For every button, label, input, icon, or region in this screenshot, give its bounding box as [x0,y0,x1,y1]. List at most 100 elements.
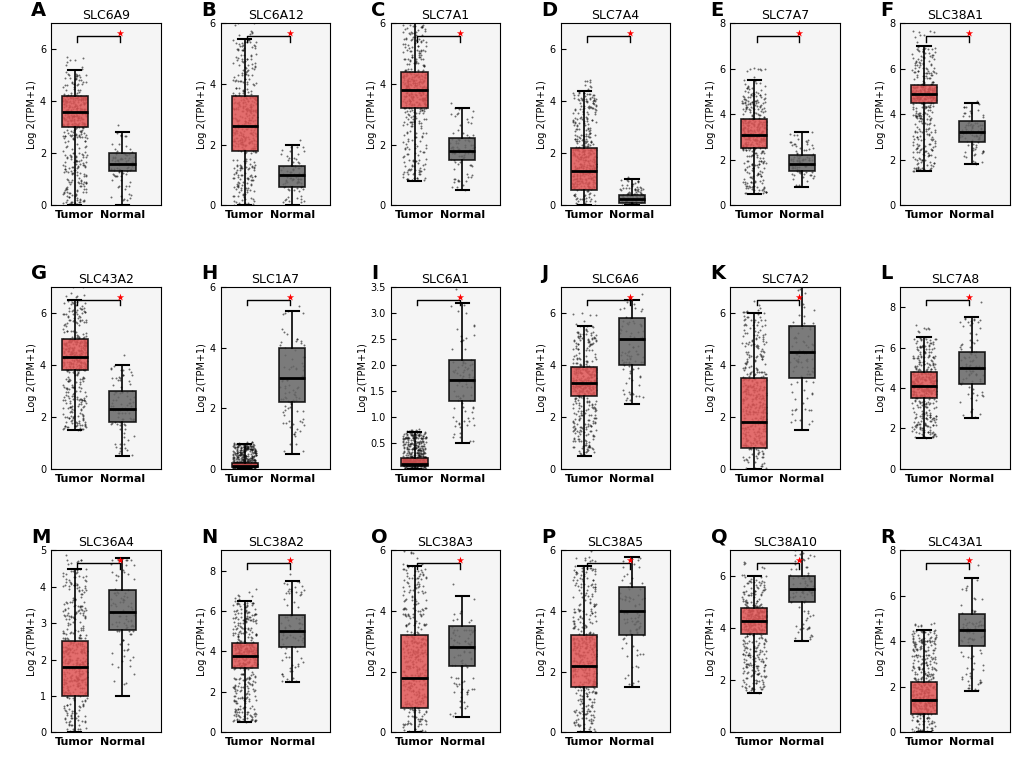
Point [735,310,751,323]
Point [248,693,264,706]
Point [76,340,93,352]
Point [574,405,590,418]
Point [744,437,760,449]
Point [754,125,770,137]
Point [576,154,592,167]
Point [238,172,255,185]
Point [924,337,941,349]
Point [65,361,82,373]
Point [237,657,254,670]
Point [748,601,764,614]
Point [581,440,597,453]
Point [571,140,587,153]
Point [582,609,598,622]
Point [248,643,264,656]
Point [415,449,431,462]
Point [566,663,582,675]
Point [66,346,83,358]
Point [76,106,93,118]
Point [974,619,990,631]
Point [65,411,82,424]
Point [573,94,589,107]
Point [239,657,256,670]
Point [914,80,930,93]
Point [739,125,755,137]
Point [908,382,924,395]
Point [247,142,263,154]
Point [447,390,464,402]
Point [624,386,640,399]
Point [238,442,255,455]
Point [282,619,299,632]
Point [921,79,937,91]
Point [954,650,970,662]
Point [960,682,976,694]
Point [409,636,425,649]
Point [753,437,769,449]
Point [906,692,922,704]
Point [954,127,970,139]
Point [247,714,263,727]
Point [745,615,761,628]
Point [294,634,311,647]
Point [227,441,244,453]
Point [77,654,94,666]
Point [571,661,587,673]
Point [574,379,590,391]
Point [920,86,936,98]
Point [234,713,251,725]
Point [58,662,74,675]
Point [922,721,938,734]
Point [911,125,927,138]
Point [229,17,246,30]
Point [296,370,312,382]
Point [76,364,93,376]
Point [76,340,93,352]
Point [917,657,933,669]
Point [78,139,95,152]
Point [738,387,754,400]
Point [568,566,584,579]
Point [280,401,297,414]
Point [411,99,427,111]
Point [908,644,924,657]
Point [576,388,592,400]
Point [581,127,597,139]
Point [234,456,251,469]
Point [964,144,980,157]
Point [445,365,462,378]
Point [756,142,772,154]
Point [747,368,763,380]
Point [247,710,263,723]
Point [239,121,256,133]
Point [734,586,750,598]
Point [736,681,752,693]
Point [566,618,582,630]
Point [587,411,603,424]
Point [67,338,84,351]
Point [584,433,600,446]
Point [122,620,139,633]
Point [237,108,254,120]
Point [277,621,293,633]
Point [235,710,252,722]
Point [120,188,137,200]
Point [124,625,141,637]
Point [407,594,423,607]
Point [396,456,413,469]
Point [417,586,433,598]
Point [751,615,767,628]
Point [231,456,248,468]
Point [912,85,928,97]
Point [277,380,293,393]
Point [911,57,927,69]
Point [71,344,88,357]
Point [67,643,84,655]
Point [72,424,89,436]
Point [924,411,941,424]
Point [739,609,755,622]
Point [736,571,752,583]
Point [457,658,473,671]
Point [399,52,416,65]
Point [912,703,928,715]
